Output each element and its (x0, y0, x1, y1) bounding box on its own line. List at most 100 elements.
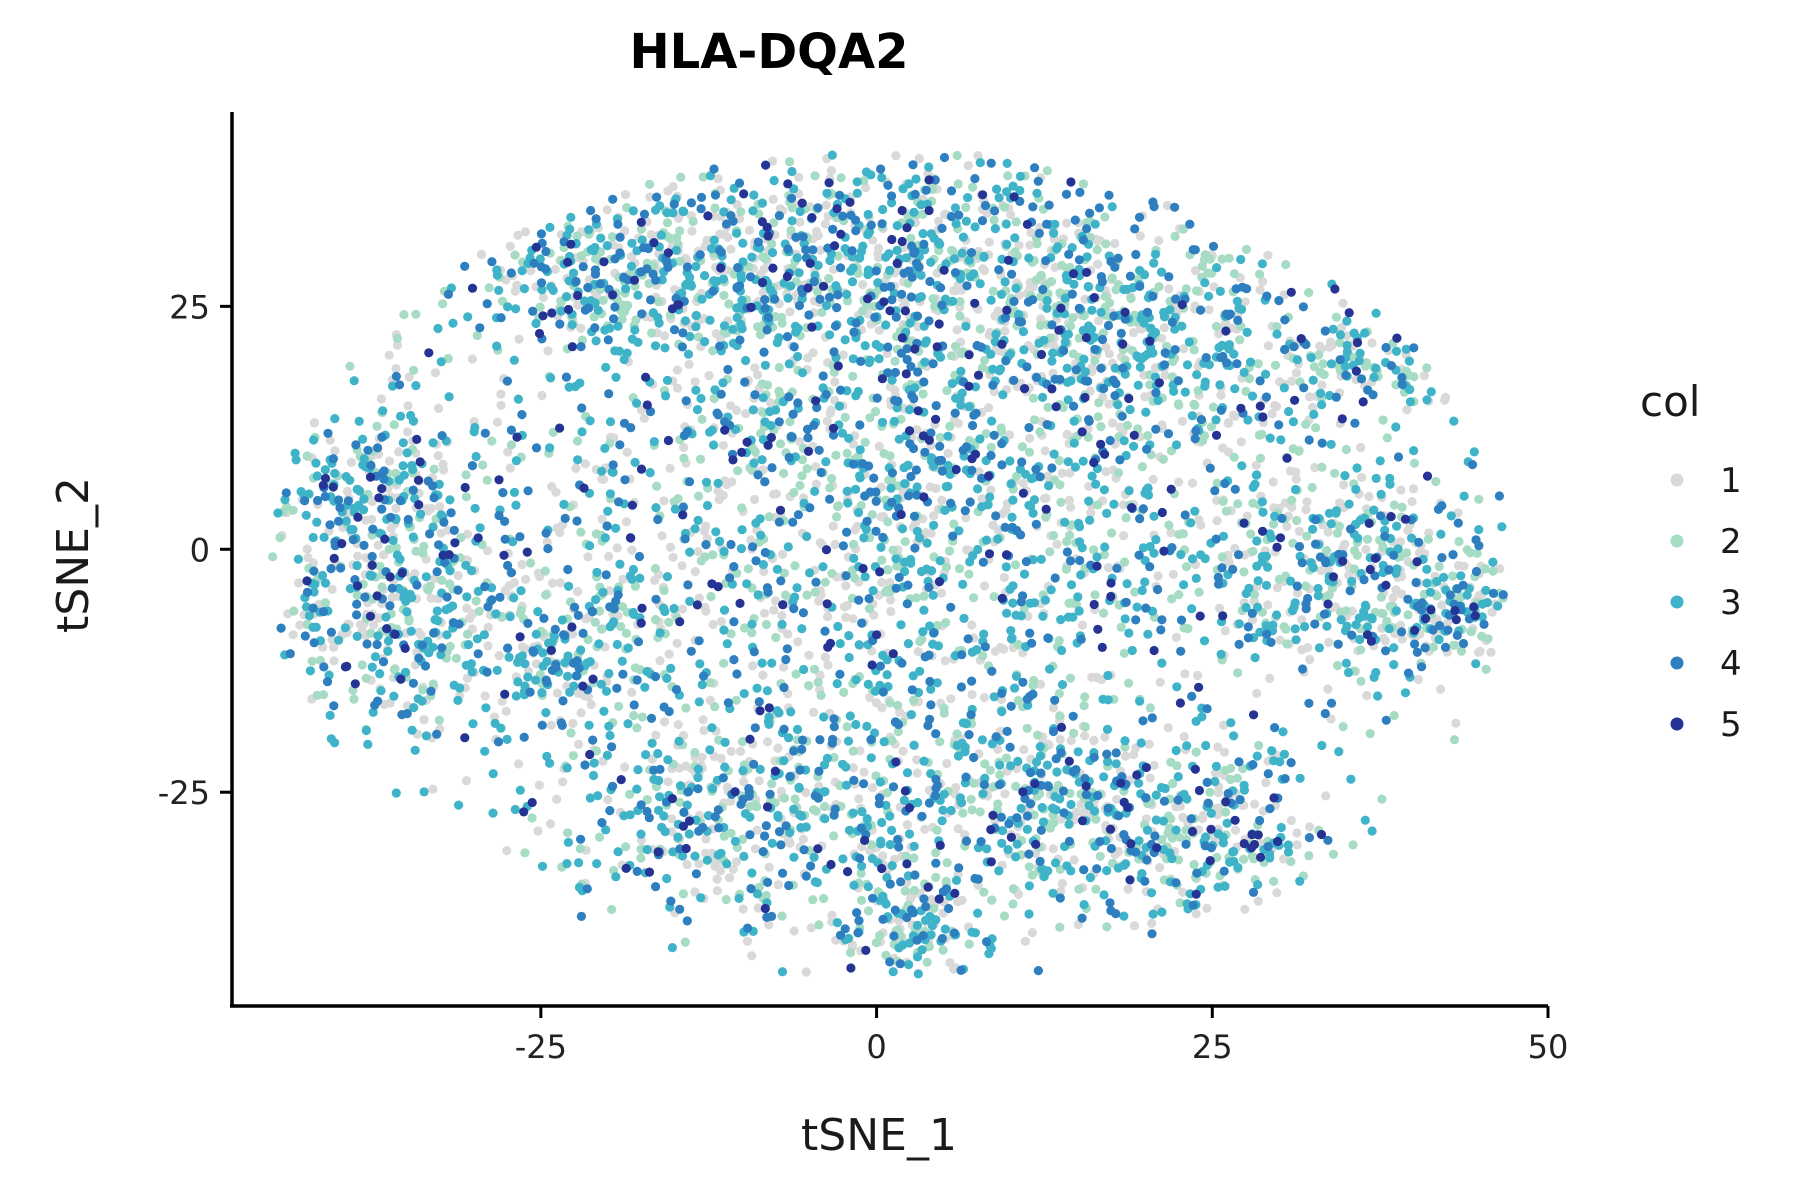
point-col-3 (1013, 756, 1023, 767)
point-col-1 (727, 477, 737, 487)
point-col-3 (1306, 353, 1316, 363)
point-col-3 (1119, 860, 1129, 870)
point-col-3 (758, 393, 768, 403)
point-col-3 (1200, 832, 1211, 843)
point-col-3 (843, 498, 853, 508)
point-col-3 (1376, 489, 1386, 499)
point-col-3 (1073, 592, 1083, 602)
point-col-1 (1252, 688, 1262, 699)
point-col-1 (1049, 341, 1059, 351)
point-col-3 (1018, 327, 1028, 337)
point-col-3 (922, 538, 932, 548)
point-col-1 (367, 514, 377, 524)
point-col-3 (1079, 900, 1089, 910)
point-col-1 (855, 746, 865, 756)
point-col-3 (929, 520, 939, 530)
point-col-3 (517, 266, 527, 276)
point-col-1 (694, 593, 704, 603)
point-col-3 (1089, 806, 1100, 816)
point-col-3 (383, 646, 393, 656)
point-col-2 (1166, 757, 1176, 767)
point-col-1 (701, 848, 711, 858)
point-col-3 (1048, 803, 1058, 813)
point-col-3 (852, 177, 862, 187)
point-col-2 (411, 546, 421, 556)
point-col-2 (802, 590, 812, 600)
point-col-3 (1075, 537, 1085, 547)
point-col-3 (998, 390, 1008, 400)
point-col-3 (994, 866, 1004, 876)
point-col-1 (496, 400, 506, 410)
point-col-1 (462, 603, 472, 613)
point-col-3 (1040, 595, 1050, 605)
point-col-3 (1389, 660, 1399, 670)
point-col-2 (1090, 355, 1100, 366)
point-col-3 (308, 622, 318, 633)
point-col-1 (957, 895, 967, 905)
point-col-3 (898, 184, 908, 194)
point-col-2 (1382, 433, 1392, 443)
point-col-1 (1356, 442, 1366, 453)
point-col-3 (1239, 367, 1249, 378)
point-col-1 (503, 447, 513, 457)
point-col-1 (874, 325, 885, 335)
point-col-3 (1342, 340, 1352, 350)
point-col-3 (1224, 340, 1234, 350)
point-col-1 (602, 205, 612, 215)
point-col-3 (736, 544, 747, 554)
point-col-3 (312, 471, 322, 481)
point-col-2 (672, 233, 682, 243)
point-col-3 (641, 750, 651, 760)
point-col-2 (472, 330, 482, 341)
point-col-3 (691, 261, 701, 272)
point-col-1 (646, 230, 656, 240)
point-col-2 (975, 324, 985, 334)
point-col-1 (820, 219, 831, 229)
point-col-1 (404, 372, 414, 382)
point-col-3 (834, 401, 845, 411)
point-col-3 (1341, 658, 1351, 668)
point-col-2 (808, 895, 818, 905)
point-col-3 (877, 173, 887, 183)
point-col-2 (1074, 884, 1084, 894)
point-col-3 (660, 827, 670, 837)
point-col-3 (619, 811, 629, 821)
point-col-1 (785, 307, 795, 317)
point-col-2 (817, 307, 827, 317)
point-col-2 (1197, 261, 1207, 271)
point-col-3 (1171, 825, 1181, 835)
point-col-1 (369, 620, 379, 630)
point-col-3 (546, 282, 556, 292)
point-col-3 (787, 166, 797, 177)
point-col-1 (576, 323, 586, 333)
point-col-1 (750, 494, 760, 505)
point-col-1 (1052, 539, 1062, 549)
point-col-2 (1239, 854, 1249, 864)
point-col-2 (779, 468, 789, 478)
point-col-2 (1181, 562, 1192, 572)
point-col-3 (1090, 219, 1100, 229)
point-col-2 (1220, 765, 1230, 776)
point-col-2 (678, 889, 689, 899)
point-col-3 (792, 583, 802, 593)
point-col-3 (973, 908, 983, 918)
point-col-3 (637, 235, 647, 245)
point-col-1 (753, 370, 763, 380)
point-col-3 (1050, 792, 1060, 802)
point-col-1 (434, 403, 444, 413)
point-col-3 (832, 679, 842, 689)
point-col-1 (1135, 231, 1145, 241)
point-col-3 (1132, 602, 1142, 612)
point-col-3 (1351, 484, 1361, 494)
point-col-3 (997, 838, 1007, 848)
point-col-3 (1326, 519, 1336, 529)
point-col-3 (732, 313, 742, 323)
point-col-1 (902, 820, 913, 830)
point-col-3 (560, 657, 570, 668)
point-col-3 (792, 724, 803, 735)
point-col-1 (713, 486, 723, 496)
point-col-2 (445, 579, 455, 589)
point-col-3 (769, 175, 779, 186)
point-col-3 (719, 625, 729, 635)
point-col-2 (1064, 598, 1074, 608)
